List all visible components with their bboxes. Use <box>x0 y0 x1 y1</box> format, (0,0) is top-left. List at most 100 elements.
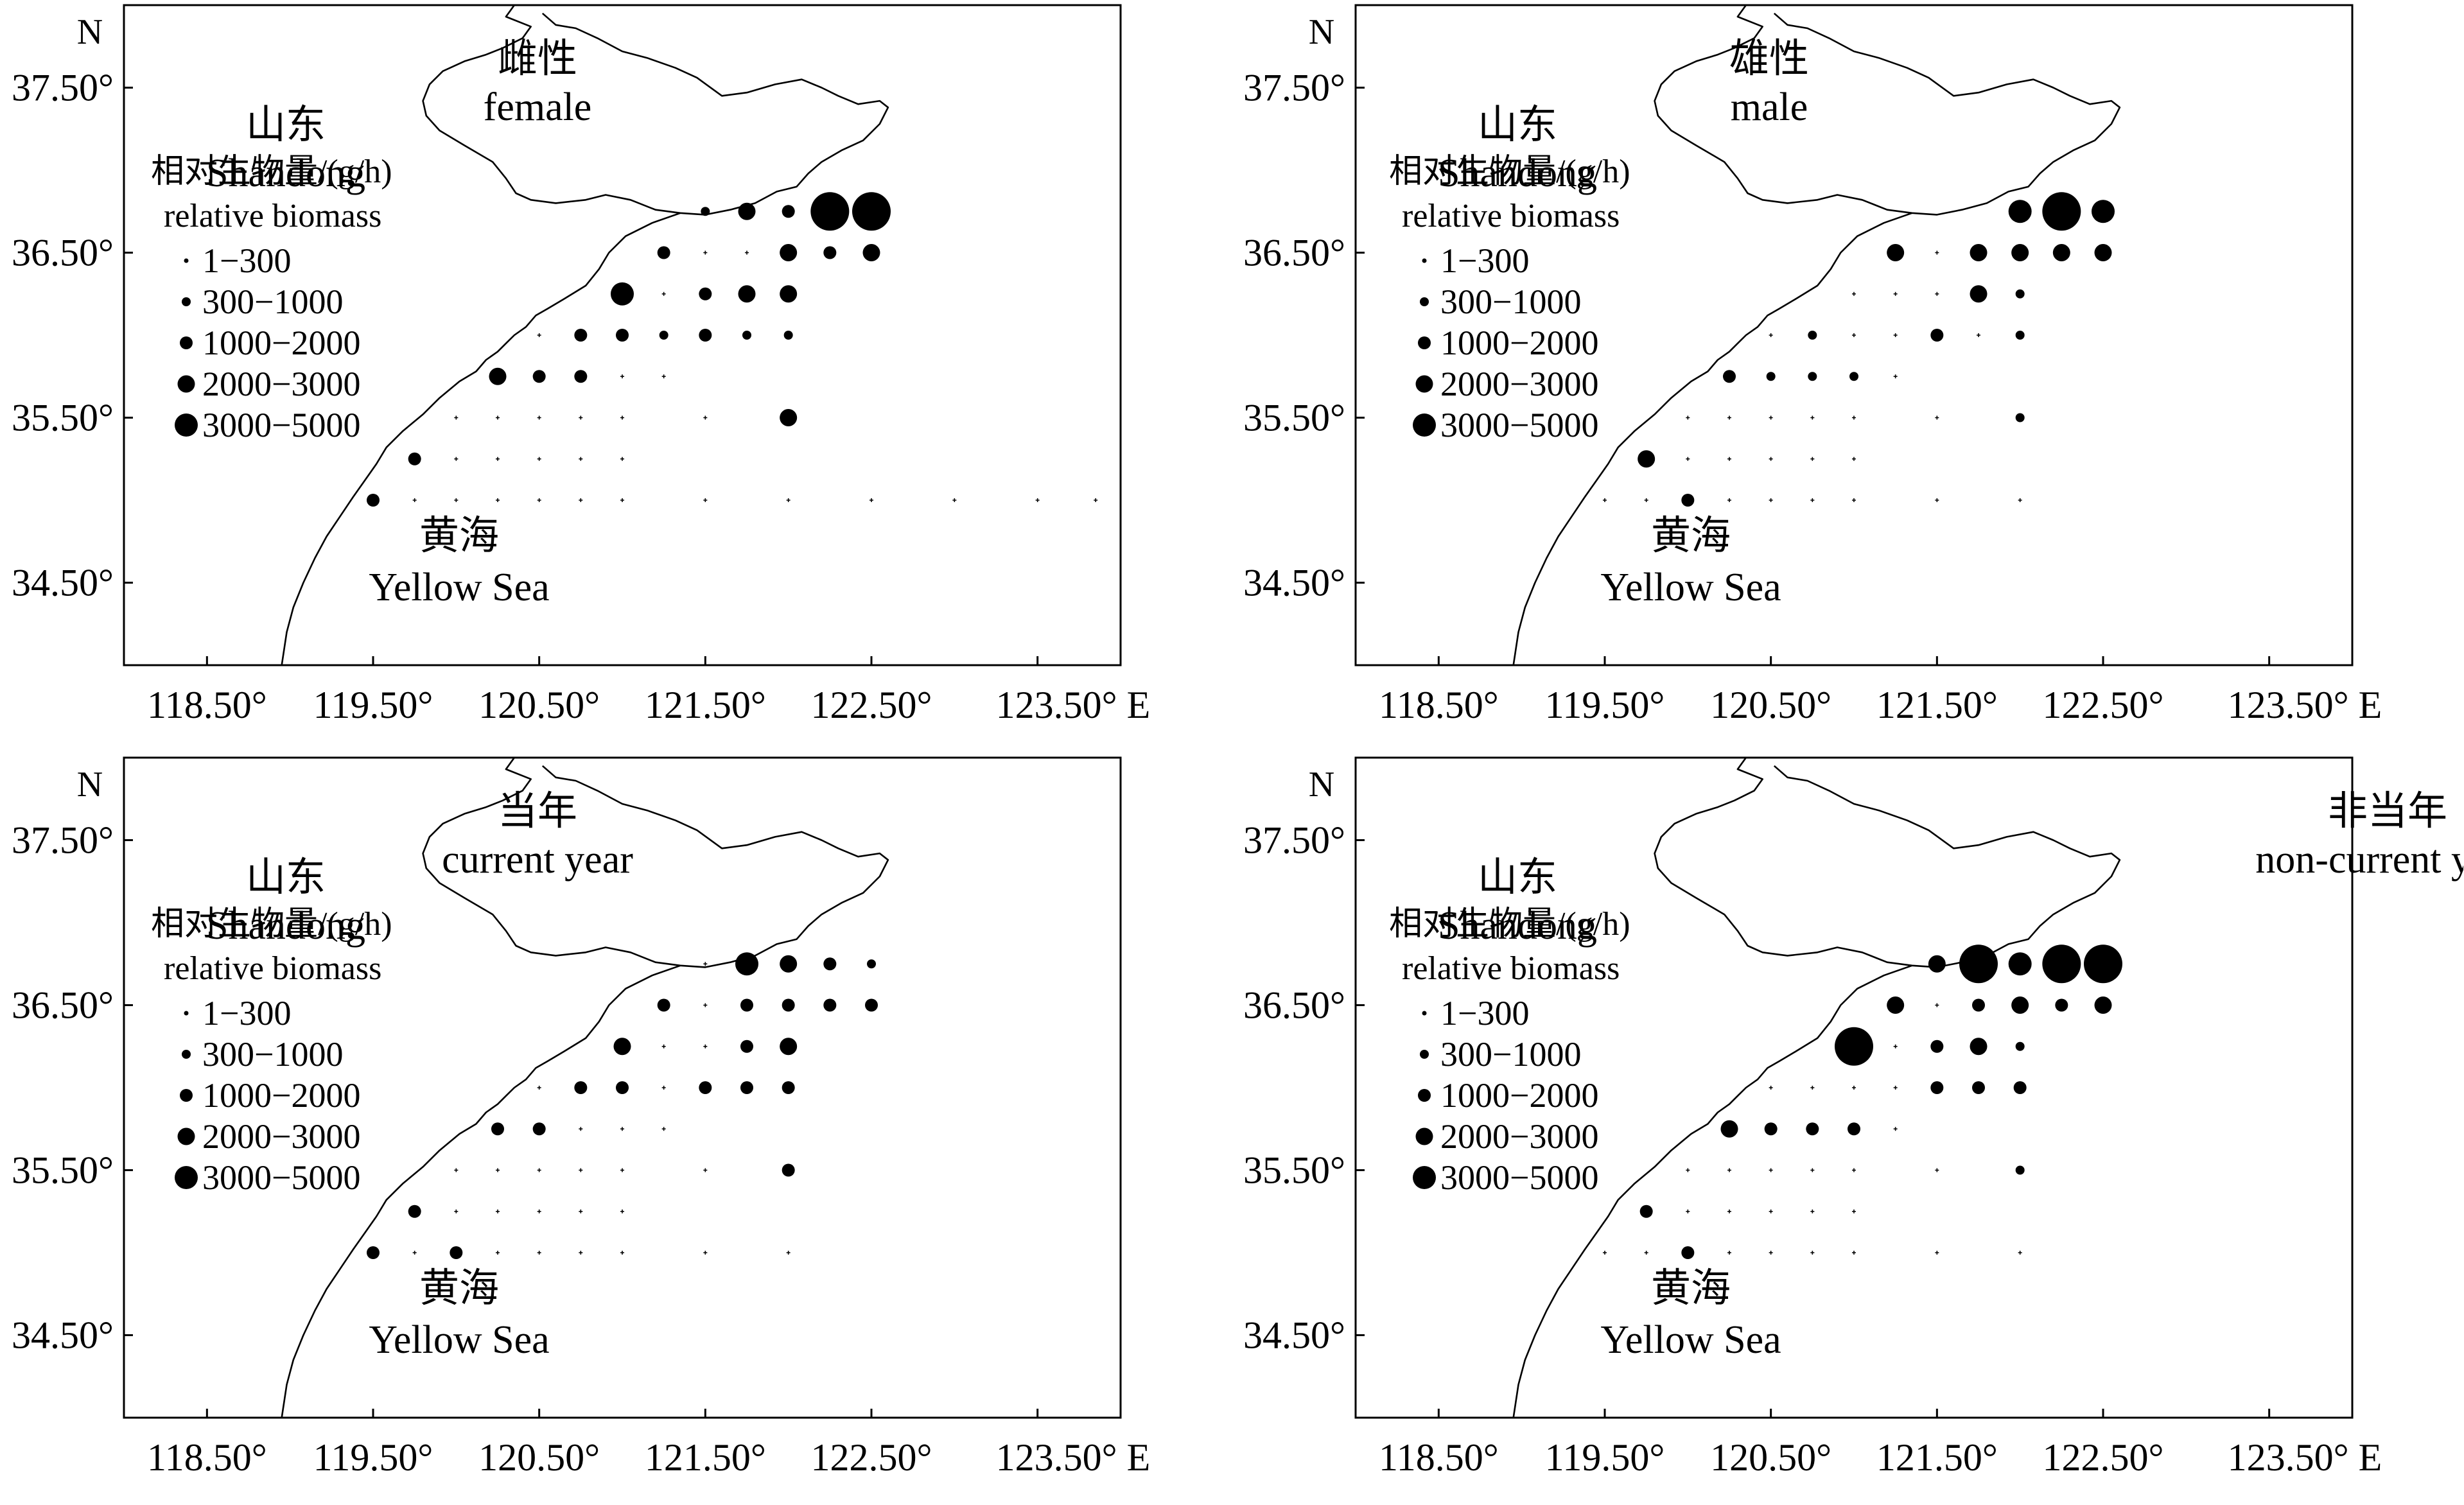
legend-item-label: 1−300 <box>202 994 291 1032</box>
legend-title-cn: 相对生物量/(g/h) <box>1389 906 1630 943</box>
x-tick-label: 120.50° <box>1710 684 1831 726</box>
map-frame <box>1354 756 2354 1419</box>
station-marker <box>1893 291 1898 296</box>
station-marker <box>810 192 850 231</box>
station-marker <box>367 494 380 507</box>
legend-symbol <box>184 1011 189 1016</box>
station-marker <box>703 1044 708 1048</box>
y-tick-label: 36.50° <box>12 232 114 274</box>
x-tick-label: 119.50° <box>1545 684 1665 726</box>
station-marker <box>740 1081 753 1094</box>
station-marker <box>616 1081 629 1094</box>
station-marker <box>1935 291 1939 296</box>
station-marker <box>1808 331 1817 340</box>
map-frame <box>123 4 1122 666</box>
station-marker <box>661 1127 666 1131</box>
legend-item-label: 1−300 <box>1440 241 1529 280</box>
y-tick-label: 35.50° <box>1243 397 1345 439</box>
shandong-cn-label: 山东 <box>1478 103 1557 147</box>
station-marker <box>579 457 583 461</box>
station-marker <box>454 1168 459 1172</box>
station-marker <box>865 998 878 1012</box>
shandong-cn-label: 山东 <box>246 103 326 147</box>
station-marker <box>1970 1038 1988 1056</box>
station-marker <box>1928 955 1946 973</box>
north-label: N <box>77 765 103 805</box>
station-marker <box>613 1038 631 1056</box>
station-marker <box>616 329 629 342</box>
panel-title-en: male <box>1731 85 1808 129</box>
legend-symbol <box>180 336 193 349</box>
station-marker <box>2015 413 2025 422</box>
sea-en-label: Yellow Sea <box>1600 1318 1781 1362</box>
sea-cn-label: 黄海 <box>419 514 499 558</box>
station-marker <box>620 1251 624 1255</box>
legend-symbol <box>1420 297 1429 306</box>
legend-symbol <box>184 258 189 263</box>
shandong-cn-label: 山东 <box>246 856 326 900</box>
station-marker <box>1639 1205 1653 1218</box>
legend-item-label: 300−1000 <box>202 1035 343 1074</box>
station-marker <box>1769 457 1773 461</box>
y-tick-label: 34.50° <box>12 1314 114 1357</box>
station-marker <box>1852 457 1856 461</box>
station-marker <box>742 331 751 340</box>
legend-item-label: 1000−2000 <box>1440 1076 1598 1115</box>
sea-en-label: Yellow Sea <box>1600 566 1781 609</box>
station-marker <box>1930 1081 1944 1094</box>
station-marker <box>703 1168 708 1172</box>
legend-item-label: 1000−2000 <box>202 1076 360 1115</box>
station-marker <box>1638 450 1656 468</box>
legend: 相对生物量/(g/h) relative biomass 1−300300−1000… <box>151 153 392 444</box>
station-marker <box>699 287 712 300</box>
station-marker <box>1769 333 1773 337</box>
station-marker <box>823 998 837 1012</box>
sea-cn-label: 黄海 <box>419 1267 499 1310</box>
legend-symbol <box>1422 258 1427 263</box>
station-marker <box>537 457 541 461</box>
station-marker <box>496 1251 500 1255</box>
map-canvas: 118.50° 119.50° 120.50° 121.50° 122.50° 123.5… <box>12 4 1150 726</box>
station-marker <box>454 415 459 420</box>
station-marker <box>2015 331 2025 340</box>
station-marker <box>574 329 588 342</box>
x-tick-label: 121.50° <box>645 684 766 726</box>
station-marker <box>2015 1041 2025 1051</box>
station-marker <box>699 329 712 342</box>
legend-symbol <box>182 1050 191 1059</box>
legend-symbol <box>1415 1127 1433 1145</box>
station-marker <box>1810 415 1815 420</box>
station-marker <box>661 291 666 296</box>
station-marker <box>1603 498 1607 502</box>
map-frame <box>1354 4 2354 666</box>
station-marker <box>574 1081 588 1094</box>
station-marker <box>412 498 417 502</box>
map-panel-3: 118.50° 119.50° 120.50° 121.50° 122.50° 123.5… <box>0 752 1232 1505</box>
coastline-south <box>281 212 681 666</box>
station-marker <box>537 498 541 502</box>
station-marker <box>745 250 749 255</box>
station-marker <box>703 498 708 502</box>
y-tick-label: 35.50° <box>12 1149 114 1192</box>
y-tick-label: 37.50° <box>12 819 114 862</box>
station-marker <box>1977 333 1980 337</box>
station-marker <box>537 1086 541 1090</box>
shandong-en-label: Shandong <box>1438 904 1597 948</box>
station-layer <box>1603 192 2115 507</box>
station-marker <box>532 1122 546 1136</box>
map-panel-2: 118.50° 119.50° 120.50° 121.50° 122.50° 123.5… <box>1232 0 2463 752</box>
y-tick-label: 36.50° <box>1243 232 1345 274</box>
station-marker <box>1603 1251 1607 1255</box>
station-marker <box>496 1209 500 1214</box>
legend-item-label: 1−300 <box>1440 994 1529 1032</box>
station-marker <box>1806 1122 1819 1136</box>
station-marker <box>620 1168 624 1172</box>
station-marker <box>2052 244 2070 261</box>
station-marker <box>783 331 793 340</box>
sea-cn-label: 黄海 <box>1651 1267 1731 1310</box>
station-marker <box>1810 1251 1815 1255</box>
legend-title-cn: 相对生物量/(g/h) <box>1389 153 1630 190</box>
sea-en-label: Yellow Sea <box>369 1318 549 1362</box>
station-marker <box>579 498 583 502</box>
station-marker <box>740 998 753 1012</box>
